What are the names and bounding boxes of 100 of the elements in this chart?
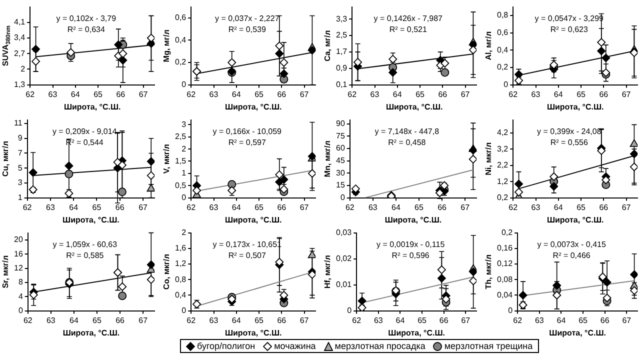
annotation: R² = 0,521 bbox=[389, 25, 428, 34]
x-axis-title: Широта, °С.Ш. bbox=[384, 215, 442, 224]
y-tick-label: 0,2 bbox=[496, 62, 509, 72]
x-tick-label: 65 bbox=[94, 90, 104, 99]
y-tick-label: 0,04 bbox=[496, 290, 514, 300]
y-tick-label: 3,4 bbox=[14, 33, 26, 42]
x-tick-label: 64 bbox=[396, 316, 406, 325]
x-tick-label: 64 bbox=[392, 90, 402, 99]
annotation: R² = 0,458 bbox=[388, 138, 426, 148]
x-tick-label: 66 bbox=[438, 90, 448, 99]
x-tick-label: 63 bbox=[531, 202, 541, 212]
x-tick-label: 67 bbox=[622, 90, 632, 99]
y-tick-label: 0,08 bbox=[496, 274, 514, 284]
y-tick-label: 5 bbox=[18, 163, 23, 172]
x-tick-label: 62 bbox=[352, 316, 362, 325]
y-tick-label: 1,2 bbox=[174, 259, 187, 268]
x-tick-label: 65 bbox=[92, 202, 102, 212]
x-tick-label: 64 bbox=[232, 202, 242, 212]
x-tick-label: 64 bbox=[554, 90, 564, 99]
y-axis-title: Mg, мг/л bbox=[162, 30, 172, 62]
x-axis-title: Широта, °С.Ш. bbox=[62, 328, 120, 338]
y-tick-label: 0 bbox=[347, 306, 352, 316]
x-tick-label: 64 bbox=[392, 202, 401, 212]
y-tick-label: 2 bbox=[20, 64, 26, 74]
x-tick-label: 63 bbox=[374, 316, 384, 325]
x-tick-label: 67 bbox=[622, 316, 632, 325]
y-tick-label: 0,2 bbox=[501, 228, 514, 238]
y-tick-label: 0,03 bbox=[336, 228, 352, 238]
x-tick-label: 66 bbox=[277, 90, 287, 99]
x-tick-label: 66 bbox=[438, 202, 448, 212]
annotation: y = 0,102x - 3,79 bbox=[56, 14, 117, 24]
annotation: y = 7,148x - 447,8 bbox=[374, 127, 440, 136]
y-tick-label: 2,7 bbox=[14, 48, 26, 58]
x-tick-label: 62 bbox=[508, 202, 518, 212]
x-tick-label: 66 bbox=[277, 316, 287, 325]
x-tick-label: 65 bbox=[578, 316, 588, 325]
y-tick-label: 3,2 bbox=[496, 144, 509, 154]
y-tick-label: 12 bbox=[14, 263, 24, 272]
y-axis-title: Mn, мкг/л bbox=[323, 140, 332, 178]
x-tick-label: 67 bbox=[300, 90, 310, 99]
annotation: R² = 0,597 bbox=[228, 138, 266, 148]
x-tick-label: 65 bbox=[576, 202, 586, 212]
x-tick-label: 65 bbox=[254, 316, 264, 325]
y-tick-label: 0 bbox=[504, 80, 509, 90]
x-tick-label: 63 bbox=[368, 202, 378, 212]
y-tick-label: 0,12 bbox=[496, 259, 514, 268]
x-tick-label: 67 bbox=[300, 316, 310, 325]
y-axis-title: Hf, мкг/л bbox=[323, 255, 332, 289]
annotation: y = 0,209x - 9,014 bbox=[52, 127, 118, 136]
x-tick-label: 64 bbox=[69, 202, 79, 212]
annotation: y = 1,059x - 60,63 bbox=[52, 240, 118, 250]
y-tick-label: 3 bbox=[182, 120, 187, 129]
x-tick-label: 62 bbox=[26, 90, 36, 99]
x-tick-label: 62 bbox=[513, 316, 523, 325]
y-axis-title: Al, мг/л bbox=[484, 31, 494, 60]
x-tick-label: 64 bbox=[70, 316, 79, 325]
x-tick-label: 63 bbox=[46, 202, 56, 212]
legend-label: мочажина bbox=[274, 341, 316, 351]
legend-label: мерзлотная трещина bbox=[444, 341, 533, 351]
y-tick-label: 90 bbox=[336, 119, 346, 128]
x-tick-label: 67 bbox=[138, 316, 148, 325]
x-tick-label: 63 bbox=[209, 316, 219, 325]
x-tick-label: 66 bbox=[277, 202, 287, 212]
y-tick-label: 4,1 bbox=[14, 18, 26, 27]
y-tick-label: 15 bbox=[336, 180, 346, 190]
annotation: y = 0,399x - 24,08 bbox=[537, 127, 602, 136]
y-axis-title: V, мкг/л bbox=[162, 144, 172, 174]
x-tick-label: 62 bbox=[508, 90, 518, 99]
y-tick-label: 75 bbox=[336, 131, 346, 140]
y-tick-label: 9 bbox=[18, 134, 23, 143]
x-tick-label: 65 bbox=[254, 90, 264, 99]
x-axis-title: Широта, °С.Ш. bbox=[224, 328, 282, 338]
y-tick-label: 2,5 bbox=[336, 30, 348, 40]
y-tick-label: 1,3 bbox=[14, 80, 26, 90]
x-tick-label: 64 bbox=[556, 316, 566, 325]
annotation: R² = 0,466 bbox=[552, 251, 591, 260]
y-tick-label: 0 bbox=[18, 306, 24, 316]
y-tick-label: 0,4 bbox=[496, 45, 509, 54]
y-tick-label: 0 bbox=[182, 80, 187, 90]
annotation: y = 0,0073x - 0,415 bbox=[537, 240, 606, 250]
y-tick-label: 3 bbox=[18, 178, 23, 188]
y-tick-label: 20 bbox=[14, 235, 24, 244]
annotation: R² = 0,556 bbox=[550, 138, 588, 148]
x-tick-label: 67 bbox=[138, 202, 148, 212]
y-tick-label: 2,2 bbox=[496, 160, 509, 170]
x-tick-label: 63 bbox=[46, 316, 56, 325]
y-tick-label: 0,02 bbox=[336, 254, 352, 264]
x-tick-label: 63 bbox=[370, 90, 380, 99]
x-tick-label: 64 bbox=[70, 90, 80, 99]
x-tick-label: 63 bbox=[531, 90, 541, 99]
x-tick-label: 66 bbox=[115, 202, 125, 212]
x-axis-title: Широта, °С.Ш. bbox=[224, 215, 282, 224]
x-tick-label: 64 bbox=[232, 90, 242, 99]
y-tick-label: 0,16 bbox=[496, 244, 514, 253]
y-tick-label: 1 bbox=[182, 168, 187, 178]
y-tick-label: 3,3 bbox=[336, 14, 348, 24]
y-tick-label: 45 bbox=[336, 156, 346, 166]
y-tick-label: 1,5 bbox=[174, 156, 187, 166]
x-tick-label: 65 bbox=[418, 316, 428, 325]
y-tick-label: 0,2 bbox=[496, 193, 509, 202]
